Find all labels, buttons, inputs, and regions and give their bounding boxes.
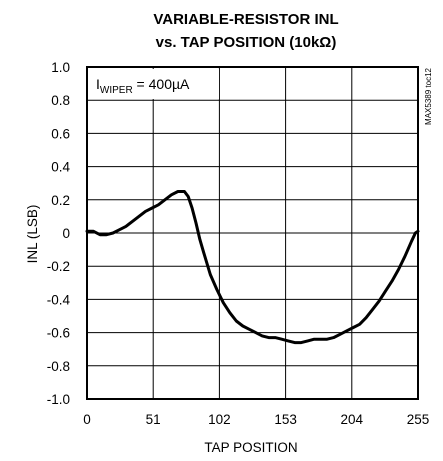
y-tick-label: 0.8 bbox=[51, 93, 70, 108]
annotation-subscript: WIPER bbox=[100, 85, 133, 96]
y-tick-label: 0.2 bbox=[51, 193, 70, 208]
y-tick-label: -1.0 bbox=[47, 392, 70, 407]
chart-title: VARIABLE-RESISTOR INL bbox=[153, 11, 338, 28]
inl-series-line bbox=[85, 190, 420, 345]
x-tick-label: 204 bbox=[341, 412, 364, 427]
y-tick-label: -0.2 bbox=[47, 259, 70, 274]
y-tick-label: 0.4 bbox=[51, 160, 70, 175]
y-tick-label: 0 bbox=[62, 226, 70, 241]
x-tick-labels: 0 51 102 153 204 255 bbox=[83, 412, 429, 427]
y-tick-label: -0.8 bbox=[47, 359, 70, 374]
wiper-current-annotation: IWIPER = 400µA bbox=[96, 76, 190, 96]
x-tick-label: 255 bbox=[407, 412, 430, 427]
plot-area-frame bbox=[86, 66, 419, 400]
y-tick-label: -0.4 bbox=[47, 292, 71, 307]
annotation-suffix: = 400µA bbox=[133, 76, 190, 92]
y-tick-labels: 1.0 0.8 0.6 0.4 0.2 0 -0.2 -0.4 -0.6 -0.8 -1.0 bbox=[47, 60, 71, 407]
y-axis-label: INL (LSB) bbox=[25, 205, 40, 264]
x-axis-label: TAP POSITION bbox=[204, 440, 297, 455]
x-tick-label: 51 bbox=[146, 412, 161, 427]
annotation-prefix: I bbox=[96, 76, 100, 92]
chart-subtitle: vs. TAP POSITION (10kΩ) bbox=[156, 34, 337, 51]
x-tick-label: 153 bbox=[274, 412, 297, 427]
y-tick-label: -0.6 bbox=[47, 326, 70, 341]
figure-id-note: MAX5389 toc12 bbox=[424, 67, 433, 124]
y-tick-label: 0.6 bbox=[51, 126, 70, 141]
annotation-box bbox=[89, 69, 219, 99]
grid-lines bbox=[87, 67, 418, 399]
y-tick-label: 1.0 bbox=[51, 60, 70, 75]
x-tick-label: 102 bbox=[208, 412, 231, 427]
x-tick-label: 0 bbox=[83, 412, 91, 427]
